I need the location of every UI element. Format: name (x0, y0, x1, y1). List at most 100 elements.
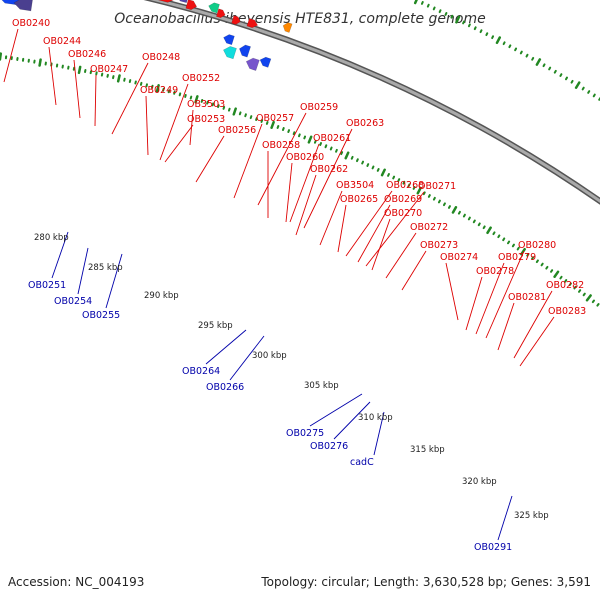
minor-tick (361, 160, 365, 165)
kbp-label: 285 kbp (88, 263, 123, 273)
minor-tick (412, 186, 416, 190)
top-gene-label: OB0282 (546, 280, 584, 291)
minor-tick (502, 41, 506, 46)
leader-line (337, 204, 347, 253)
minor-tick (145, 83, 148, 88)
minor-tick (432, 196, 436, 201)
leader-line (145, 95, 149, 156)
minor-tick (516, 246, 520, 251)
minor-tick (350, 155, 354, 160)
top-gene-label: OB0252 (182, 73, 220, 84)
major-tick (116, 74, 121, 83)
minor-tick (260, 119, 264, 123)
minor-tick (502, 237, 506, 242)
gene-arrow (245, 57, 260, 71)
leader-line (229, 335, 265, 381)
major-tick (232, 107, 237, 116)
minor-tick (472, 219, 476, 224)
map-title: Oceanobacillus iheyensis HTE831, complet… (114, 11, 485, 27)
minor-tick (426, 3, 430, 8)
label-leader-lines (3, 28, 555, 541)
minor-tick (568, 282, 572, 287)
leader-line (3, 28, 19, 83)
gene-shape (239, 44, 251, 58)
major-tick (270, 120, 275, 130)
minor-tick (497, 234, 501, 239)
minor-tick (211, 102, 215, 107)
leader-line (111, 62, 149, 135)
minor-tick (591, 299, 596, 304)
bottom-gene-label: OB0254 (54, 296, 92, 307)
minor-tick (420, 1, 424, 5)
top-gene-label: OB0257 (256, 113, 294, 124)
minor-tick (587, 90, 591, 94)
bottom-gene-label: OB0264 (182, 366, 220, 377)
minor-tick (437, 199, 441, 204)
gene-shape (246, 18, 259, 28)
minor-tick (255, 117, 258, 121)
minor-tick (511, 243, 515, 248)
gene-shape (223, 46, 237, 60)
top-gene-label: OB0244 (43, 36, 81, 47)
gene-arrow (208, 2, 220, 14)
top-gene-label: OB0248 (142, 52, 180, 63)
minor-tick (444, 12, 448, 16)
minor-tick (507, 240, 511, 245)
minor-tick (227, 107, 231, 112)
minor-tick (324, 144, 328, 149)
kbp-label: 310 kbp (358, 413, 393, 423)
gene-arrow (185, 0, 197, 10)
minor-tick (564, 279, 568, 283)
gene-shape (175, 0, 190, 4)
major-tick (307, 135, 313, 144)
minor-tick (531, 256, 535, 260)
leader-line (48, 46, 57, 106)
leader-line (77, 247, 89, 295)
kbp-label: 295 kbp (198, 321, 233, 331)
minor-tick (479, 29, 483, 34)
top-gene-label: OB0270 (384, 208, 422, 219)
leader-line (497, 302, 515, 351)
minor-tick (559, 275, 563, 280)
kbp-label: 315 kbp (410, 445, 445, 455)
leader-line (445, 262, 459, 321)
minor-tick (457, 210, 461, 215)
minor-tick (519, 50, 523, 55)
top-gene-label: OB0261 (313, 133, 351, 144)
minor-tick (335, 148, 338, 153)
minor-tick (570, 79, 574, 84)
minor-tick (329, 146, 333, 151)
major-tick (416, 186, 422, 195)
gene-arrow (216, 8, 226, 19)
leader-line (295, 174, 317, 236)
major-tick (451, 206, 458, 214)
minor-tick (206, 100, 209, 105)
minor-tick (581, 86, 585, 91)
major-tick (535, 58, 542, 66)
top-gene-label: OB0274 (440, 252, 478, 263)
top-gene-label: OB0272 (410, 222, 448, 233)
gene-arrow (282, 22, 293, 33)
kbp-label: 290 kbp (144, 291, 179, 301)
top-gene-label: OB0268 (386, 180, 424, 191)
minor-tick (376, 168, 380, 172)
minor-tick (366, 163, 370, 167)
leader-line (401, 250, 427, 291)
gene-shape (156, 0, 177, 3)
minor-tick (432, 6, 436, 11)
gene-shape (185, 0, 197, 10)
leader-line (159, 83, 189, 161)
major-tick (413, 0, 418, 5)
bottom-gene-label: cadC (350, 457, 374, 468)
top-gene-label: OB0247 (90, 64, 128, 75)
bottom-gene-label: OB0255 (82, 310, 120, 321)
top-gene-label: OB0256 (218, 125, 256, 136)
major-tick (520, 247, 526, 256)
minor-tick (447, 205, 451, 209)
top-gene-label: OB0269 (384, 194, 422, 205)
minor-tick (422, 191, 426, 196)
top-gene-label: OB0265 (340, 194, 378, 205)
leader-line (309, 393, 363, 427)
kbp-label: 280 kbp (34, 233, 69, 243)
leader-line (257, 112, 307, 206)
